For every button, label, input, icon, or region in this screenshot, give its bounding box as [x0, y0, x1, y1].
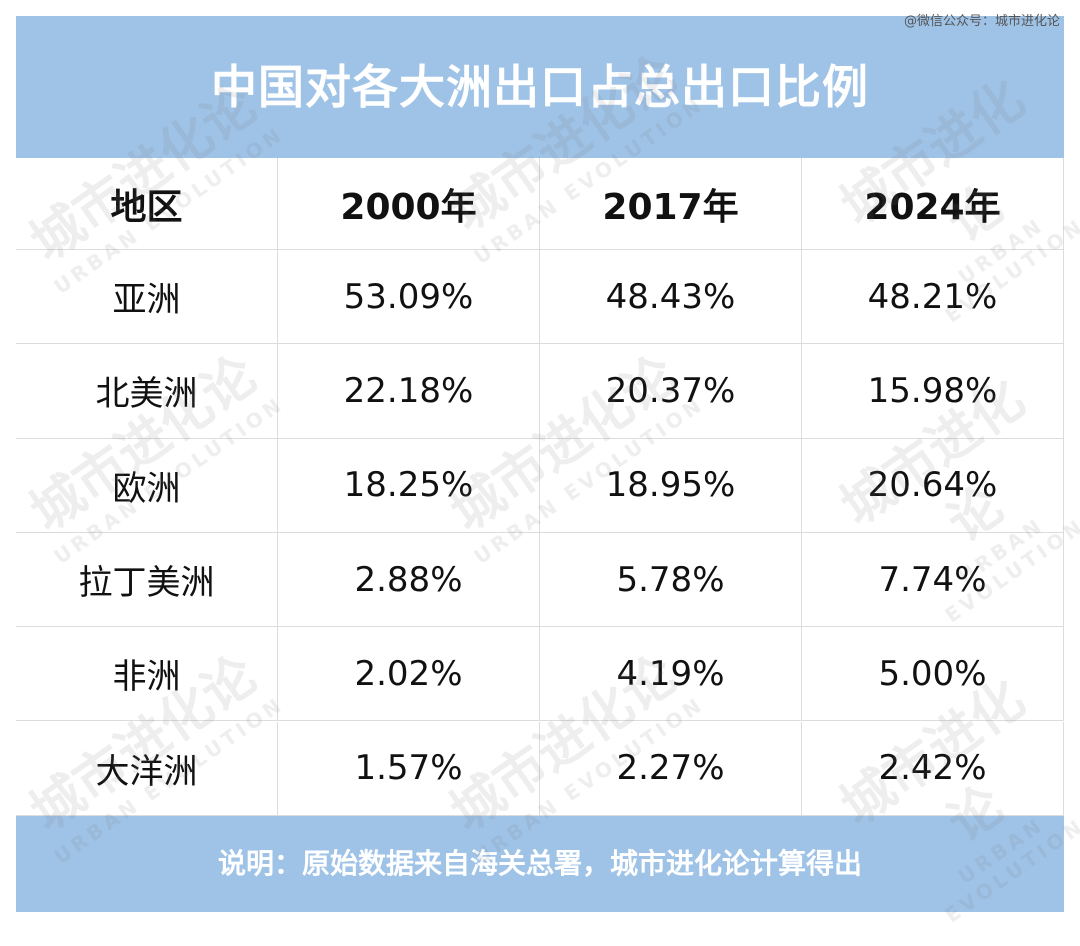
region-cell: 欧洲 [16, 438, 278, 533]
value-cell: 2.88% [278, 532, 540, 628]
region-cell: 大洋洲 [16, 721, 278, 816]
value-cell: 53.09% [278, 250, 540, 345]
source-note: @微信公众号：城市进化论 [903, 14, 1060, 29]
title: 中国对各大洲出口占总出口比例 [211, 60, 869, 114]
value-cell: 4.19% [540, 627, 802, 722]
panel: 中国对各大洲出口占总出口比例 地区 2000年 2017年 2024年亚洲 53.09%… [16, 16, 1064, 912]
region-cell: 亚洲 [16, 250, 278, 345]
value-cell: 48.21% [802, 250, 1064, 345]
value-cell: 15.98% [802, 344, 1064, 439]
value-cell: 5.78% [540, 532, 802, 628]
column-header: 2000年 [278, 158, 540, 250]
value-cell: 2.02% [278, 627, 540, 722]
value-cell: 7.74% [802, 532, 1064, 628]
column-header: 2024年 [802, 158, 1064, 250]
value-cell: 20.64% [802, 438, 1064, 533]
value-cell: 18.25% [278, 438, 540, 533]
value-cell: 2.27% [540, 721, 802, 816]
value-cell: 20.37% [540, 344, 802, 439]
value-cell: 18.95% [540, 438, 802, 533]
column-header: 地区 [16, 158, 278, 250]
column-header: 2017年 [540, 158, 802, 250]
region-cell: 非洲 [16, 627, 278, 722]
value-cell: 1.57% [278, 721, 540, 816]
value-cell: 5.00% [802, 627, 1064, 722]
table: 地区 2000年 2017年 2024年亚洲 53.09% 48.43% 48.21% 北美洲… [16, 158, 1064, 816]
value-cell: 48.43% [540, 250, 802, 345]
footer-note: 说明：原始数据来自海关总署，城市进化论计算得出 [217, 847, 862, 880]
region-cell: 北美洲 [16, 344, 278, 439]
region-cell: 拉丁美洲 [16, 532, 278, 628]
value-cell: 2.42% [802, 721, 1064, 816]
value-cell: 22.18% [278, 344, 540, 439]
